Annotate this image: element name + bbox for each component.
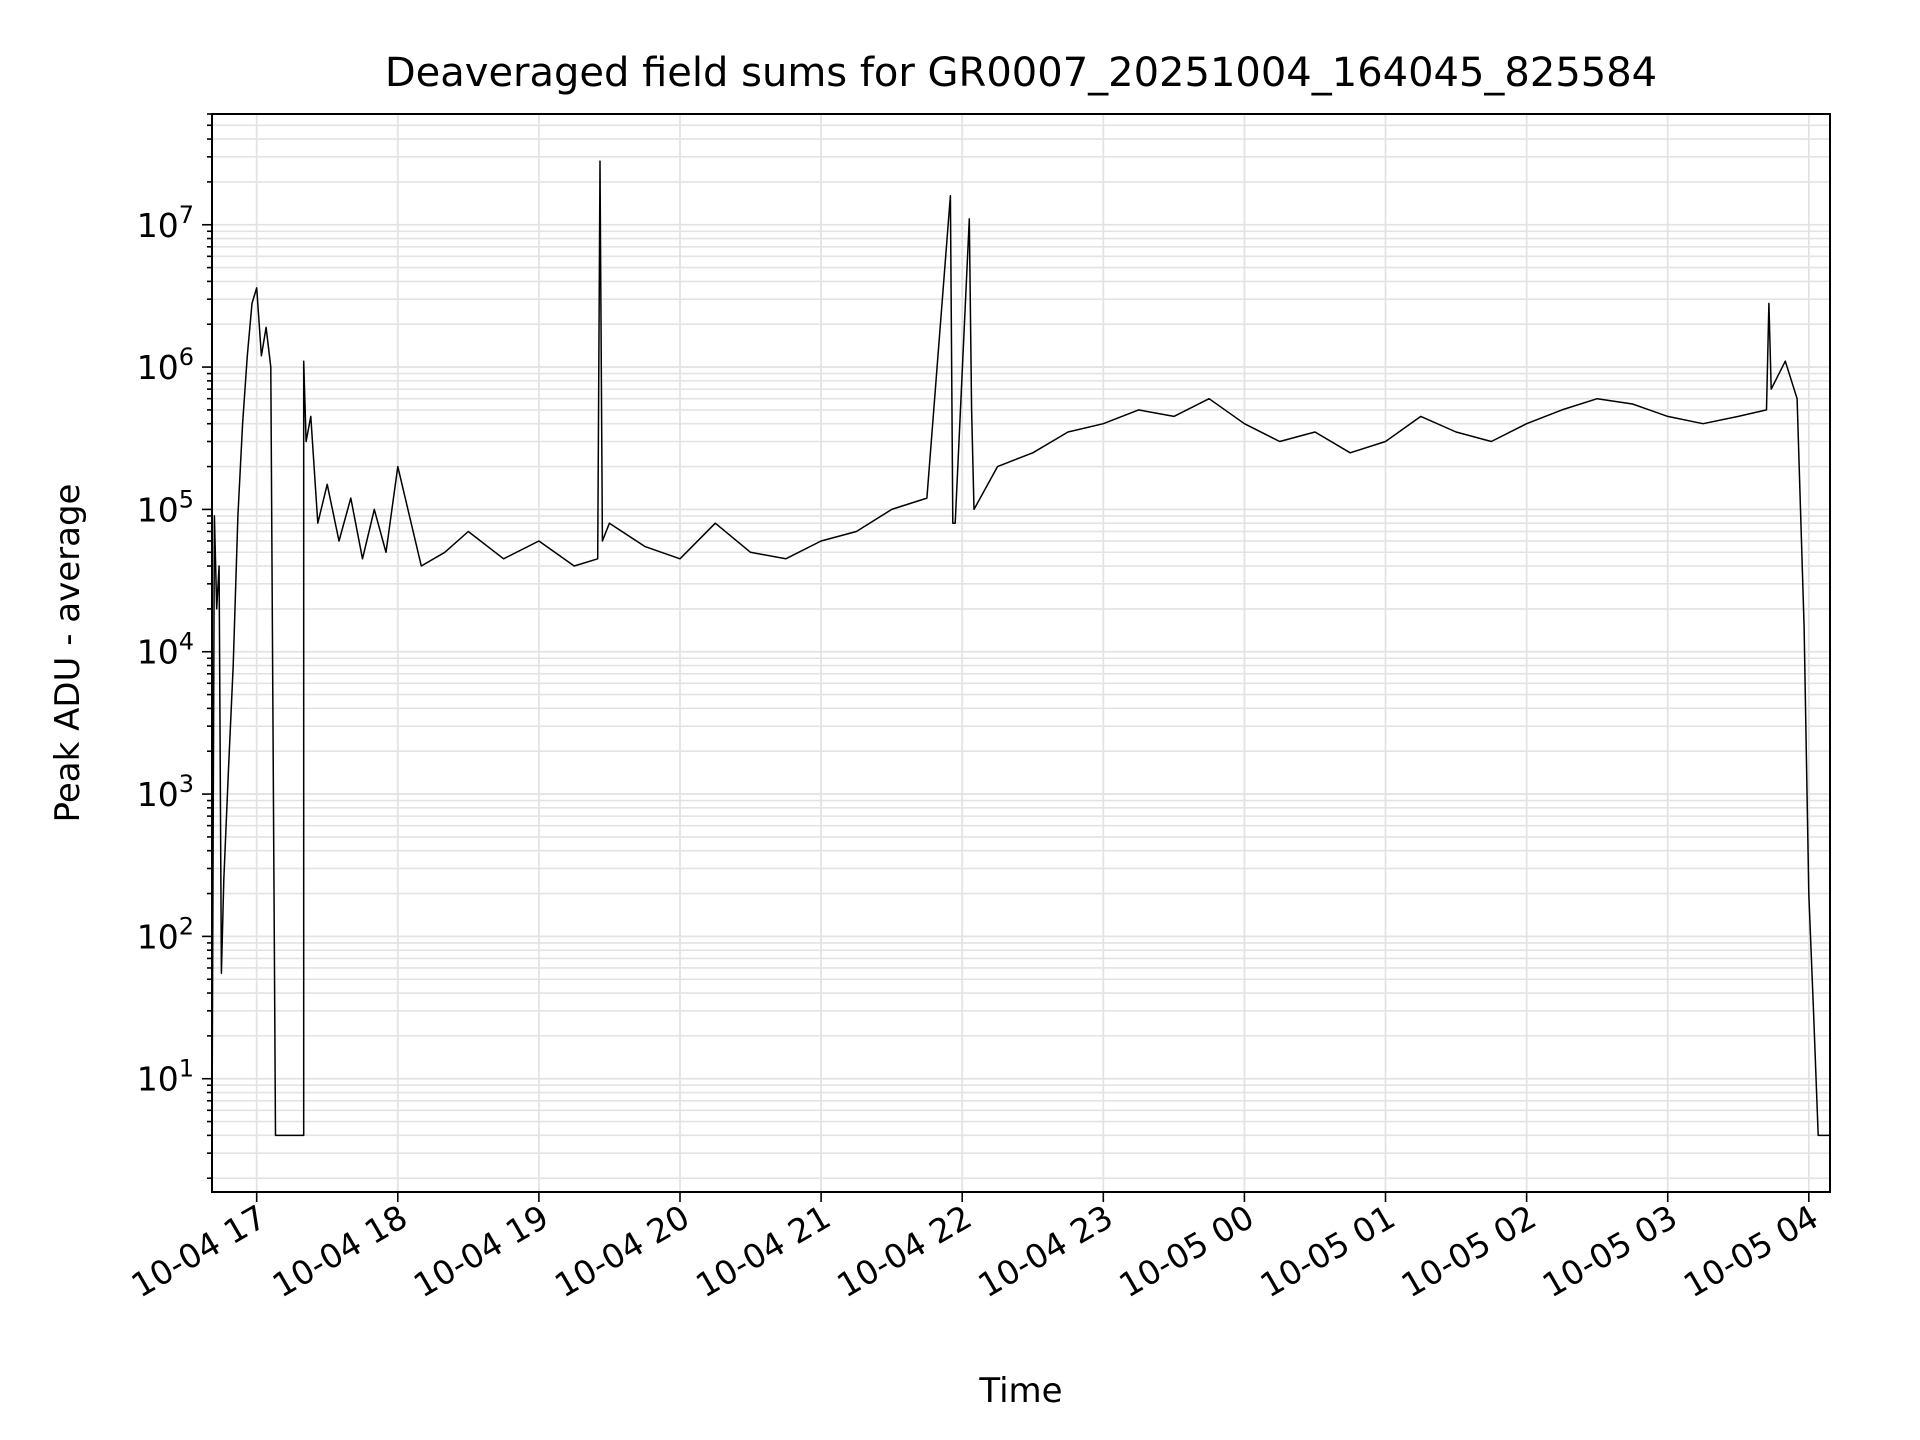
y-tick-label: 101 [137,1055,194,1099]
plot-frame [211,113,1831,1193]
grid [212,113,1830,1192]
y-tick-label: 107 [137,201,194,245]
y-axis-label: Peak ADU - average [48,484,88,823]
y-tick-label: 103 [137,770,194,814]
y-tick-label: 105 [137,485,194,529]
chart-title: Deaveraged field sums for GR0007_2025100… [385,50,1657,96]
series-layer [211,160,1830,1137]
series-line [211,160,1830,1137]
y-tick-label: 106 [137,343,194,387]
y-tick-label: 104 [137,628,194,672]
x-axis-label: Time [978,1371,1062,1411]
y-tick-label: 102 [137,912,194,956]
